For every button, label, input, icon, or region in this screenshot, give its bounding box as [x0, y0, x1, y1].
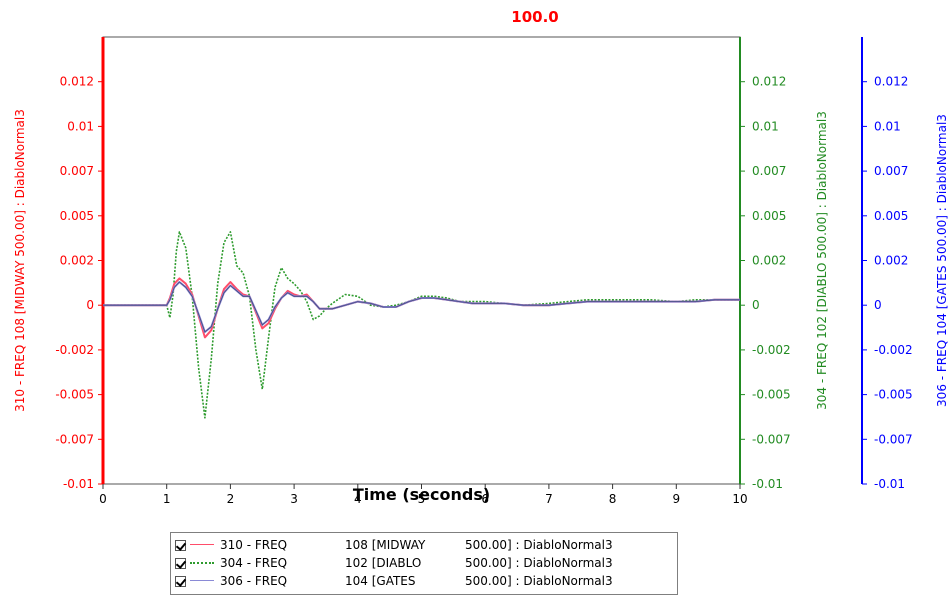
legend-item-case: 500.00] : DiabloNormal3: [465, 538, 613, 552]
right-y-tick-label: -0.01: [752, 477, 783, 491]
left-y-tick-label: 0: [86, 298, 94, 312]
right-y-axis-label: 304 - FREQ 102 [DIABLO 500.00] : DiabloN…: [815, 111, 829, 410]
legend-item-bus: 102 [DIABLO: [345, 556, 422, 570]
x-tick-label: 4: [354, 492, 362, 506]
legend-item-variable: 310 - FREQ: [220, 538, 288, 552]
legend-checkbox-icon[interactable]: [175, 539, 186, 551]
legend-line-swatch: [190, 558, 214, 568]
left-y-axis-label: 310 - FREQ 108 [MIDWAY 500.00] : DiabloN…: [13, 109, 27, 412]
legend-item-variable: 306 - FREQ: [220, 574, 288, 588]
outer-y-tick-label: -0.002: [874, 343, 913, 357]
left-y-tick-label: -0.007: [55, 432, 94, 446]
right-y-tick-label: 0.01: [752, 119, 779, 133]
right-y-tick-label: 0.002: [752, 254, 786, 268]
series-line: [103, 277, 740, 339]
x-tick-label: 3: [290, 492, 298, 506]
legend-item[interactable]: 304 - FREQ 102 [DIABLO 500.00] : DiabloN…: [175, 554, 673, 572]
legend-item-case: 500.00] : DiabloNormal3: [465, 556, 613, 570]
right-y-tick-label: 0.007: [752, 164, 786, 178]
outer-y-axis-label: 306 - FREQ 104 [GATES 500.00] : DiabloNo…: [935, 114, 949, 407]
outer-y-tick-label: -0.01: [874, 477, 905, 491]
right-y-tick-label: -0.007: [752, 432, 791, 446]
legend-line-swatch: [190, 540, 214, 550]
x-tick-label: 8: [609, 492, 617, 506]
left-y-tick-label: -0.005: [55, 388, 94, 402]
outer-y-tick-label: 0: [874, 298, 882, 312]
chart-legend: 310 - FREQ 108 [MIDWAY 500.00] : DiabloN…: [170, 532, 678, 595]
x-tick-label: 2: [227, 492, 235, 506]
legend-checkbox-icon[interactable]: [175, 557, 186, 569]
legend-line-swatch: [190, 576, 214, 586]
outer-y-tick-label: 0.005: [874, 209, 908, 223]
legend-item-variable: 304 - FREQ: [220, 556, 288, 570]
chart-svg: 100.0 -0.01 -0.01 -0.01 -0.007 -0.007 -0.007 -0…: [13, 8, 949, 506]
legend-checkbox-icon[interactable]: [175, 575, 186, 587]
plot-frame: [102, 36, 741, 485]
x-tick-label: 1: [163, 492, 171, 506]
outer-y-tick-label: 0.012: [874, 75, 908, 89]
legend-item[interactable]: 306 - FREQ 104 [GATES 500.00] : DiabloNo…: [175, 572, 673, 590]
left-y-tick-label: 0.012: [60, 75, 94, 89]
chart-title: 100.0: [511, 8, 558, 26]
legend-item[interactable]: 310 - FREQ 108 [MIDWAY 500.00] : DiabloN…: [175, 536, 673, 554]
x-tick-label: 5: [418, 492, 426, 506]
left-y-tick-label: -0.01: [63, 477, 94, 491]
left-y-tick-label: 0.002: [60, 254, 94, 268]
x-tick-label: 7: [545, 492, 553, 506]
right-y-tick-label: 0: [752, 298, 760, 312]
legend-item-case: 500.00] : DiabloNormal3: [465, 574, 613, 588]
right-y-tick-label: -0.005: [752, 388, 791, 402]
left-y-tick-label: 0.01: [67, 119, 94, 133]
legend-item-bus: 104 [GATES: [345, 574, 416, 588]
right-y-tick-label: 0.005: [752, 209, 786, 223]
left-y-tick-label: -0.002: [55, 343, 94, 357]
outer-y-tick-label: -0.005: [874, 388, 913, 402]
x-axis-label: Time (seconds): [353, 485, 490, 504]
outer-y-tick-label: 0.01: [874, 119, 901, 133]
series-line: [103, 281, 740, 333]
series-line: [103, 231, 740, 419]
outer-y-tick-label: 0.007: [874, 164, 908, 178]
outer-y-tick-label: -0.007: [874, 432, 913, 446]
left-y-tick-label: 0.005: [60, 209, 94, 223]
right-y-tick-label: 0.012: [752, 75, 786, 89]
right-y-tick-label: -0.002: [752, 343, 791, 357]
outer-y-tick-label: 0.002: [874, 254, 908, 268]
series-line-overlay: [103, 281, 740, 333]
x-tick-label: 10: [732, 492, 747, 506]
x-tick-label: 0: [99, 492, 107, 506]
x-tick-label: 9: [672, 492, 680, 506]
x-tick-label: 6: [481, 492, 489, 506]
legend-item-bus: 108 [MIDWAY: [345, 538, 426, 552]
left-y-tick-label: 0.007: [60, 164, 94, 178]
